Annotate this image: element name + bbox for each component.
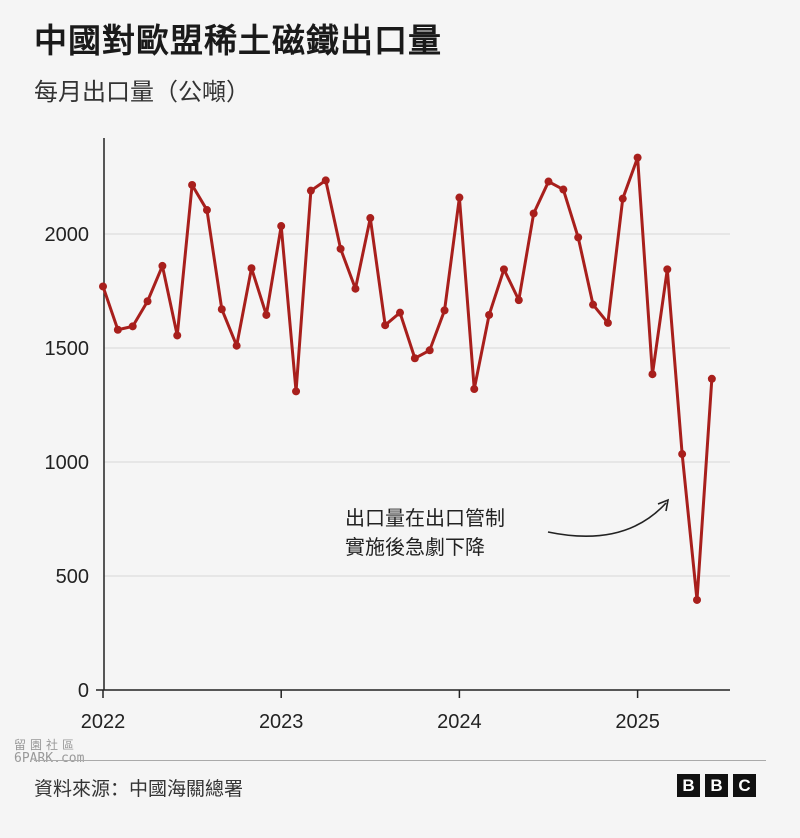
arrow-head [657, 498, 670, 512]
series-line [101, 156, 714, 602]
x-tick-label: 2025 [615, 711, 660, 733]
data-point [589, 300, 598, 309]
data-point [603, 318, 612, 327]
data-point [529, 209, 538, 218]
data-point [559, 185, 568, 194]
watermark-url: 6PARK.com [14, 751, 85, 766]
y-tick-label: 500 [56, 566, 89, 588]
data-point [158, 261, 167, 270]
data-point [99, 282, 107, 291]
y-tick-label: 1500 [45, 338, 90, 360]
x-tick-label: 2024 [437, 711, 482, 733]
chart-title: 中國對歐盟稀土磁鐵出口量 [34, 21, 442, 60]
data-point [173, 331, 182, 340]
watermark-text: 留園社區 [14, 738, 79, 752]
data-point [410, 354, 419, 363]
data-point [202, 206, 211, 215]
x-tick-label: 2023 [259, 711, 304, 733]
source-divider [34, 760, 766, 761]
data-point [678, 450, 687, 459]
logo-letter: B [705, 774, 728, 797]
data-point [425, 346, 434, 355]
data-point [574, 233, 583, 242]
y-tick-label: 1000 [45, 452, 90, 474]
data-point [618, 194, 627, 203]
data-point [514, 296, 523, 305]
data-point [336, 244, 345, 253]
data-point [262, 310, 271, 319]
y-tick-label: 2000 [45, 224, 90, 246]
annotation-text: 出口量在出口管制 [345, 506, 505, 530]
data-point [485, 310, 494, 319]
data-point [366, 214, 375, 223]
data-point [247, 264, 256, 273]
data-point [648, 370, 657, 379]
data-point [455, 193, 464, 202]
y-tick-label: 0 [78, 680, 89, 702]
x-tick-label: 2022 [81, 711, 126, 733]
data-point [693, 595, 701, 604]
data-point [470, 385, 479, 394]
annotation-arrow [547, 502, 667, 537]
data-point [381, 321, 390, 330]
data-point [544, 177, 553, 186]
logo-letter: C [733, 774, 756, 797]
line-chart: 0 500 1000 1500 2000 2022 2023 2024 2025 出口量在出口管制… [45, 138, 730, 733]
data-point [633, 153, 642, 162]
annotation-text: 實施後急劇下降 [345, 535, 485, 559]
data-point [113, 325, 122, 334]
chart-subtitle: 每月出口量（公噸） [34, 78, 250, 106]
data-point [396, 308, 404, 317]
data-point [351, 284, 360, 293]
watermark: 留園社區 6PARK.com [14, 738, 84, 766]
bbc-logo: B B C [677, 774, 756, 797]
data-point [188, 180, 197, 189]
data-point [128, 322, 137, 331]
data-point [217, 305, 226, 314]
data-point [306, 186, 315, 195]
data-point [277, 222, 286, 231]
data-point [440, 306, 449, 315]
logo-letter: B [677, 774, 700, 797]
data-point [232, 341, 241, 350]
data-point [663, 265, 672, 274]
data-point [499, 265, 508, 274]
source-note: 資料來源：中國海關總署 [34, 778, 244, 800]
data-point [321, 176, 330, 185]
data-point [707, 374, 716, 383]
data-point [143, 297, 152, 306]
data-point [292, 387, 301, 396]
